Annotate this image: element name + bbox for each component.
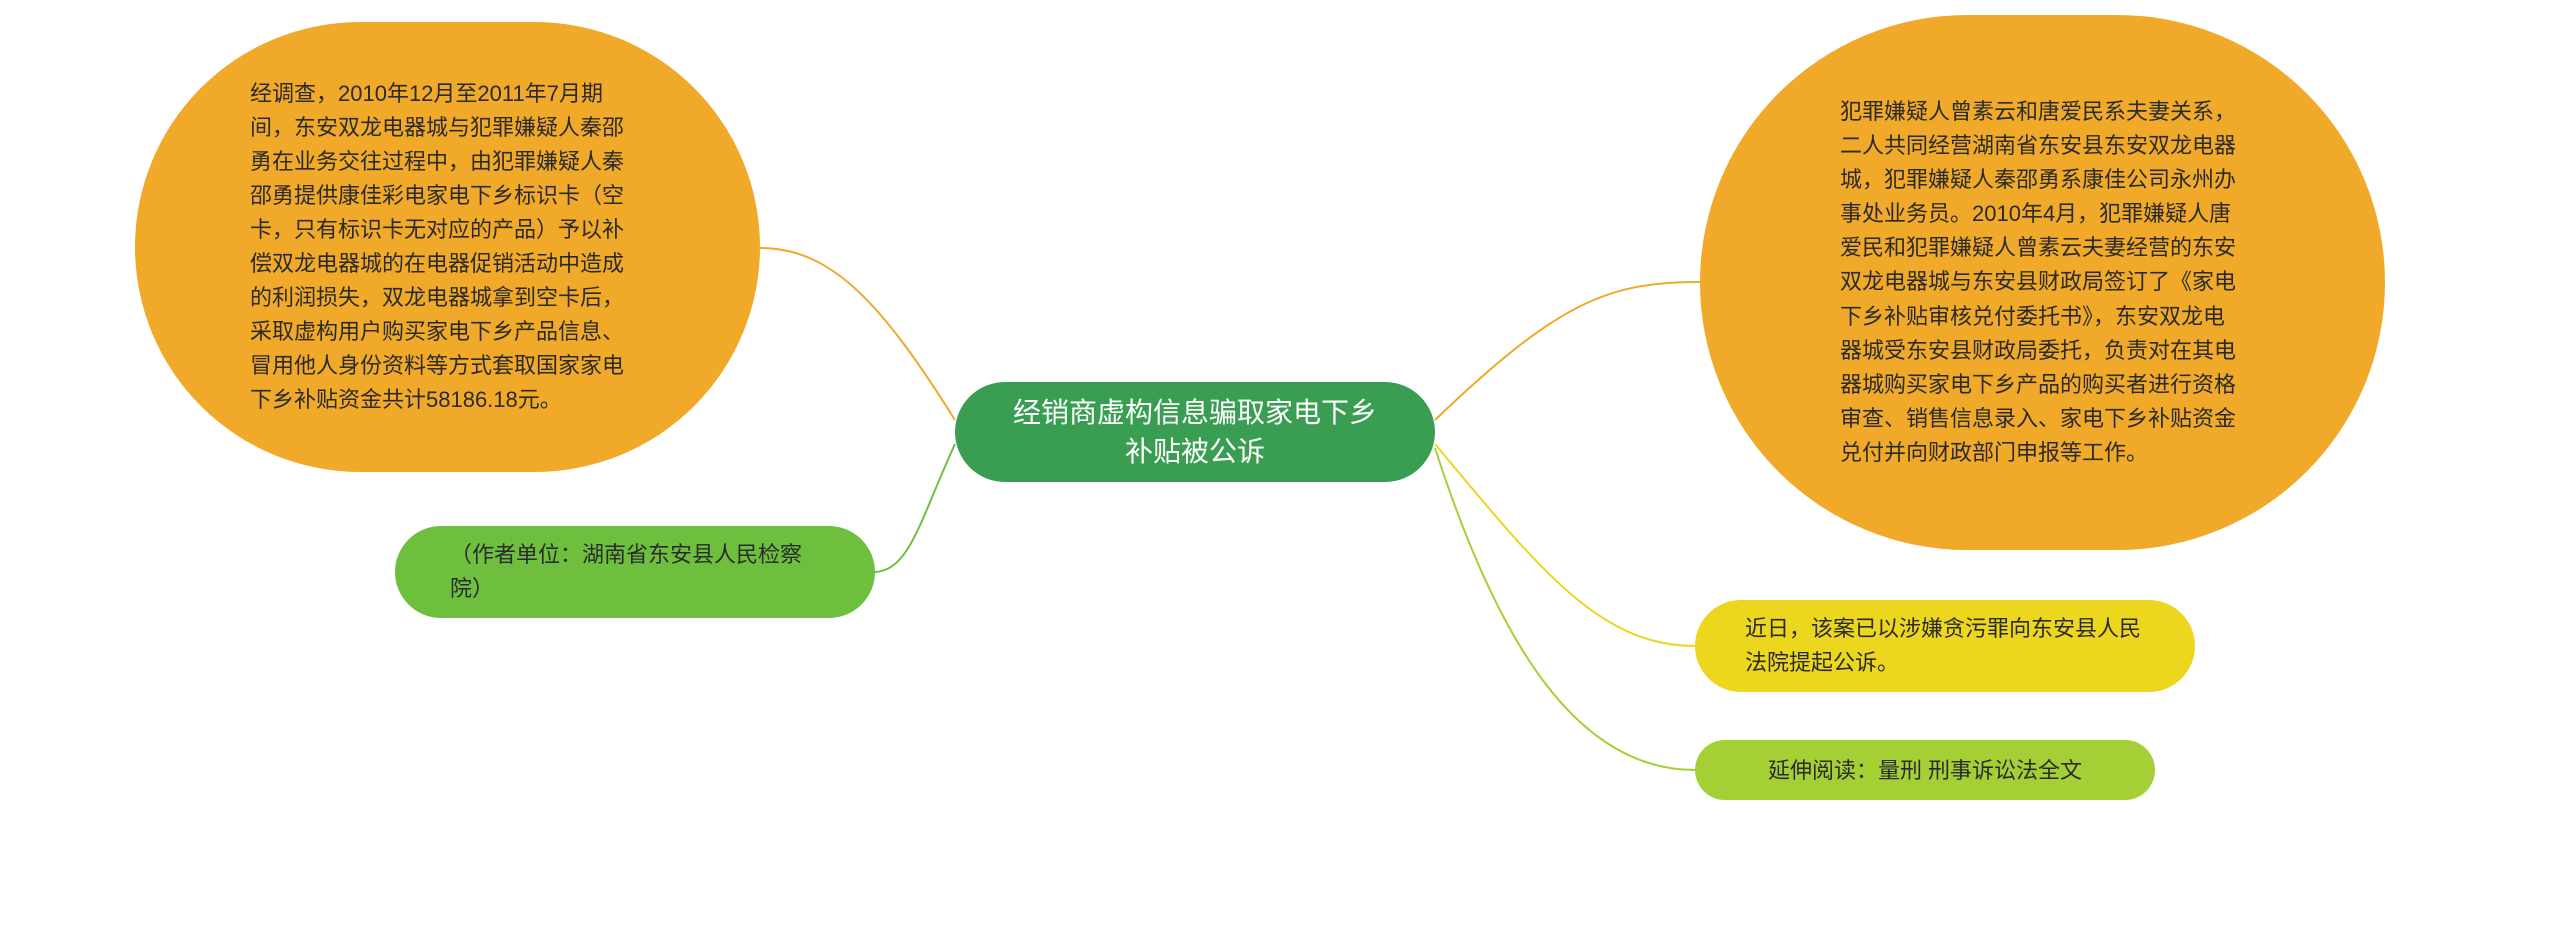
- edge-2: [1435, 282, 1700, 420]
- node-right-mid[interactable]: 近日，该案已以涉嫌贪污罪向东安县人民法院提起公诉。: [1695, 600, 2195, 692]
- node-right-mid-label: 近日，该案已以涉嫌贪污罪向东安县人民法院提起公诉。: [1745, 612, 2145, 680]
- node-left-small-label: （作者单位：湖南省东安县人民检察院）: [450, 538, 820, 606]
- node-right-small[interactable]: 延伸阅读：量刑 刑事诉讼法全文: [1695, 740, 2155, 800]
- node-left-big-label: 经调查，2010年12月至2011年7月期间，东安双龙电器城与犯罪嫌疑人秦邵勇在…: [250, 77, 645, 418]
- node-right-small-label: 延伸阅读：量刑 刑事诉讼法全文: [1768, 754, 2082, 787]
- node-left-small[interactable]: （作者单位：湖南省东安县人民检察院）: [395, 526, 875, 618]
- center-node-label: 经销商虚构信息骗取家电下乡补贴被公诉: [1005, 393, 1385, 471]
- center-node[interactable]: 经销商虚构信息骗取家电下乡补贴被公诉: [955, 382, 1435, 482]
- node-left-big[interactable]: 经调查，2010年12月至2011年7月期间，东安双龙电器城与犯罪嫌疑人秦邵勇在…: [135, 22, 760, 472]
- edge-1: [875, 444, 955, 572]
- edge-0: [760, 248, 955, 420]
- node-right-big-label: 犯罪嫌疑人曾素云和唐爱民系夫妻关系，二人共同经营湖南省东安县东安双龙电器城，犯罪…: [1840, 95, 2245, 470]
- edge-3: [1435, 444, 1695, 646]
- node-right-big[interactable]: 犯罪嫌疑人曾素云和唐爱民系夫妻关系，二人共同经营湖南省东安县东安双龙电器城，犯罪…: [1700, 15, 2385, 550]
- edge-4: [1435, 448, 1695, 770]
